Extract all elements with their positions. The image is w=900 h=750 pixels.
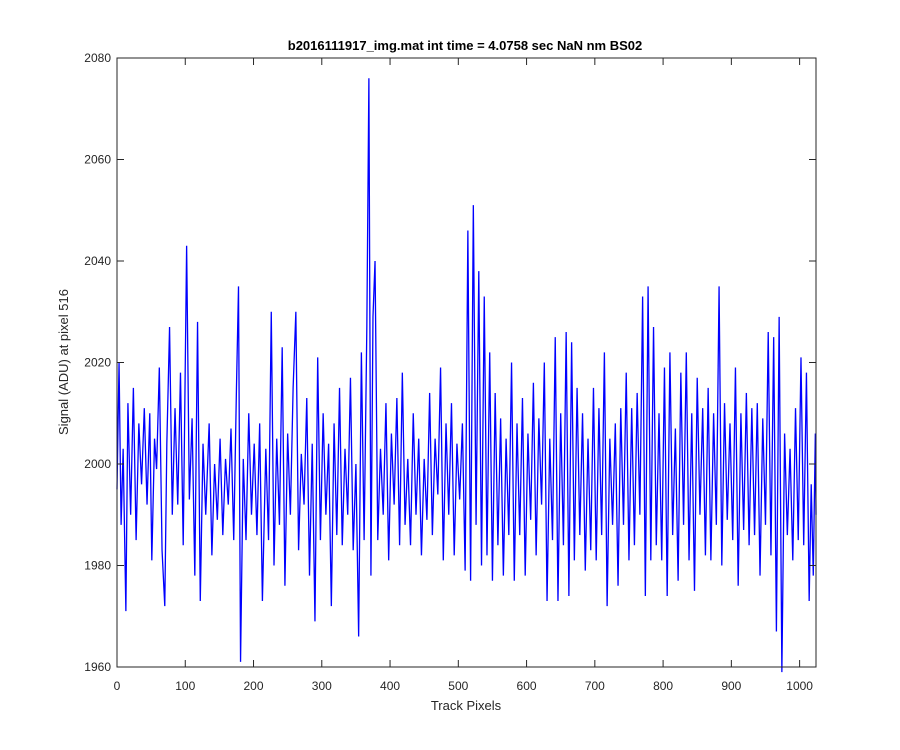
x-tick-label: 700 [585, 679, 605, 693]
x-tick-label: 300 [312, 679, 332, 693]
y-tick-label: 2080 [84, 51, 111, 65]
y-tick-label: 1980 [84, 559, 111, 573]
x-tick-label: 900 [721, 679, 741, 693]
y-tick-label: 1960 [84, 660, 111, 674]
x-axis: 0 100 200 300 400 500 600 700 800 900 1000 [114, 58, 813, 693]
x-axis-label: Track Pixels [431, 698, 502, 713]
x-tick-label: 100 [175, 679, 195, 693]
y-axis-label: Signal (ADU) at pixel 516 [56, 289, 71, 435]
y-tick-label: 2040 [84, 254, 111, 268]
x-tick-label: 1000 [786, 679, 813, 693]
x-tick-label: 200 [244, 679, 264, 693]
x-tick-label: 500 [448, 679, 468, 693]
y-tick-label: 2060 [84, 153, 111, 167]
x-tick-label: 600 [517, 679, 537, 693]
x-tick-label: 400 [380, 679, 400, 693]
x-tick-label: 800 [653, 679, 673, 693]
x-tick-label: 0 [114, 679, 121, 693]
series-line [116, 78, 817, 673]
y-tick-label: 2000 [84, 457, 111, 471]
plot-area [116, 57, 817, 673]
y-axis: 1960 1980 2000 2020 2040 2060 2080 [84, 51, 816, 674]
y-tick-label: 2020 [84, 356, 111, 370]
chart-title: b2016111917_img.mat int time = 4.0758 se… [288, 38, 642, 53]
